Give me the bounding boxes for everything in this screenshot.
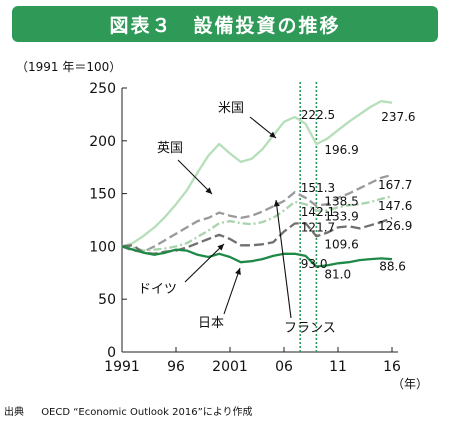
x-tick-label: 06 <box>275 359 293 375</box>
data-label: 109.6 <box>324 237 358 251</box>
data-label: 167.7 <box>378 178 412 192</box>
leader-line <box>275 199 292 319</box>
data-label: 196.9 <box>324 143 358 157</box>
leader-arrowhead <box>217 244 224 251</box>
series-line <box>121 194 393 252</box>
series-line <box>121 173 393 253</box>
series-name-label: 英国 <box>157 141 183 156</box>
y-axis-label: （1991 年＝100） <box>16 60 121 74</box>
y-tick-label: 250 <box>89 81 116 97</box>
source-note: 出典 OECD “Economic Outlook 2016”により作成 <box>4 403 253 418</box>
series-line <box>121 99 393 248</box>
x-tick-label: 96 <box>167 359 185 375</box>
source-label: 出典 <box>4 407 24 418</box>
x-tick-label: 11 <box>329 359 347 375</box>
data-label: 138.5 <box>324 195 358 209</box>
x-tick-label: 2001 <box>212 359 248 375</box>
data-label: 121.7 <box>301 220 335 234</box>
leader-line <box>177 159 213 195</box>
leader-arrowhead <box>269 131 276 138</box>
series-name-label: フランス <box>284 321 336 336</box>
x-tick-label: 16 <box>383 359 401 375</box>
data-label: 88.6 <box>379 259 406 273</box>
data-label: 237.6 <box>381 110 415 124</box>
series-name-label: 日本 <box>198 316 224 331</box>
y-tick-label: 0 <box>107 345 116 361</box>
leader-line <box>184 243 225 283</box>
y-tick-label: 50 <box>98 292 116 308</box>
leader-line <box>223 267 241 315</box>
data-label: 133.9 <box>324 210 358 224</box>
source-text: OECD “Economic Outlook 2016”により作成 <box>41 407 253 418</box>
series-name-label: 米国 <box>218 101 244 116</box>
figure-title: 図表３ 設備投資の推移 <box>12 6 438 42</box>
y-tick-label: 200 <box>89 134 116 150</box>
series-line <box>121 245 393 268</box>
data-label: 147.6 <box>378 199 412 213</box>
data-label: 151.3 <box>301 181 335 195</box>
data-label: 142.1 <box>301 205 335 219</box>
y-tick-label: 150 <box>89 187 116 203</box>
data-label: 222.5 <box>301 108 335 122</box>
x-tick-label: 1991 <box>104 359 140 375</box>
data-label: 93.0 <box>301 257 328 271</box>
x-axis-label: （年） <box>392 377 428 391</box>
leader-arrowhead <box>273 200 280 207</box>
y-tick-label: 100 <box>89 239 116 255</box>
series-name-label: ドイツ <box>138 282 177 297</box>
leader-arrowhead <box>235 268 241 275</box>
leader-arrowhead <box>205 187 212 194</box>
data-label: 81.0 <box>324 267 351 281</box>
data-label: 126.9 <box>378 219 412 233</box>
